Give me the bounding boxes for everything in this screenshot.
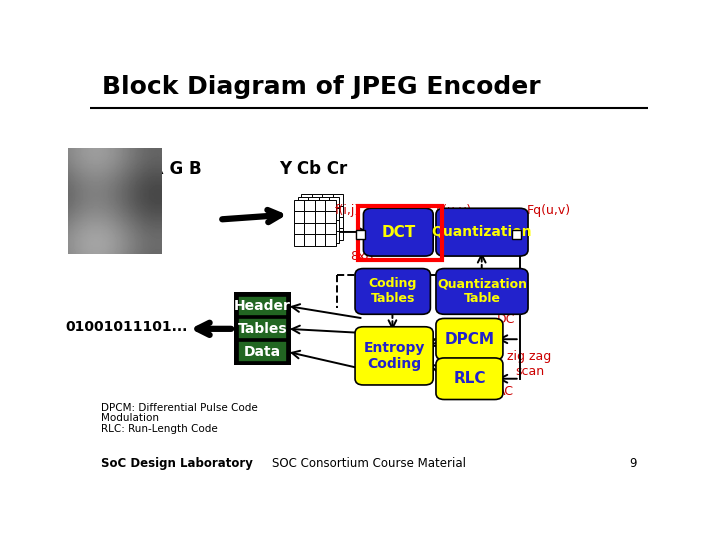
Bar [234,292,291,365]
Bar [318,220,329,231]
Bar [325,234,336,246]
Bar [329,197,339,208]
Bar [315,200,325,211]
Bar [315,234,325,246]
Text: Entropy
Coding: Entropy Coding [364,341,425,371]
Bar [325,200,336,211]
FancyBboxPatch shape [436,319,503,360]
Bar [304,223,315,234]
Bar [302,228,312,240]
Text: SoC Design Laboratory: SoC Design Laboratory [101,457,253,470]
Text: 8x8: 8x8 [350,249,374,262]
Text: DC: DC [497,313,515,326]
Bar [323,228,333,240]
Bar [294,223,304,234]
Text: DCT: DCT [381,225,415,240]
Bar [308,208,318,220]
Text: 9: 9 [629,457,637,470]
Bar [312,194,323,206]
Bar [304,200,315,211]
Bar [323,217,333,228]
Text: Data: Data [244,345,281,359]
Text: f(i,j): f(i,j) [334,204,359,217]
Bar [315,223,325,234]
Text: RLC: Run-Length Code: RLC: Run-Length Code [101,423,218,434]
Text: Block Diagram of JPEG Encoder: Block Diagram of JPEG Encoder [102,75,541,99]
Bar [302,217,312,228]
Bar [329,208,339,220]
Text: Tables: Tables [238,322,287,336]
Bar [312,217,323,228]
Bar [302,206,312,217]
Bar [297,197,308,208]
Text: DPCM: Differential Pulse Code: DPCM: Differential Pulse Code [101,403,258,413]
Bar [329,220,339,231]
FancyBboxPatch shape [238,341,287,362]
Text: DPCM: DPCM [444,332,495,347]
Bar [325,223,336,234]
Text: Quantization
Table: Quantization Table [437,278,527,306]
FancyBboxPatch shape [364,208,433,256]
Text: Quantization: Quantization [432,225,532,239]
Text: SOC Consortium Course Material: SOC Consortium Course Material [272,457,466,470]
Text: SOC: SOC [644,15,685,33]
Text: F(u,v): F(u,v) [436,204,472,217]
Text: Header: Header [234,299,291,313]
Bar [294,211,304,223]
Bar [318,197,329,208]
Bar [323,194,333,206]
Bar [333,194,343,206]
Bar [294,200,304,211]
FancyBboxPatch shape [436,358,503,400]
Bar [358,206,441,260]
FancyBboxPatch shape [238,319,287,339]
Bar [308,231,318,243]
Text: Consortium: Consortium [647,43,683,48]
Bar [90,65,648,109]
Bar [512,230,521,239]
FancyBboxPatch shape [436,268,528,314]
FancyBboxPatch shape [436,208,528,256]
Bar [318,208,329,220]
FancyBboxPatch shape [355,327,433,385]
Bar [333,228,343,240]
Bar [308,197,318,208]
Text: 01001011101...: 01001011101... [66,320,188,334]
Text: Coding
Tables: Coding Tables [369,278,417,306]
Bar [333,217,343,228]
Text: Fq(u,v): Fq(u,v) [526,204,570,217]
Text: R G B: R G B [151,160,202,178]
Bar [302,194,312,206]
Bar [312,228,323,240]
Text: Y Cb Cr: Y Cb Cr [279,160,347,178]
Bar [329,231,339,243]
Bar [325,211,336,223]
Bar [323,206,333,217]
Text: AC: AC [498,384,514,397]
Text: zig zag
scan: zig zag scan [508,350,552,378]
Bar [304,234,315,246]
Bar [312,206,323,217]
Bar [294,234,304,246]
Bar [297,220,308,231]
Bar [297,231,308,243]
Bar [318,231,329,243]
FancyBboxPatch shape [238,295,287,316]
Bar [297,208,308,220]
Bar [308,220,318,231]
FancyBboxPatch shape [355,268,431,314]
Text: RLC: RLC [453,371,486,386]
Bar [356,230,365,239]
Text: Modulation: Modulation [101,413,159,423]
Bar [304,211,315,223]
Bar [333,206,343,217]
Bar [315,211,325,223]
